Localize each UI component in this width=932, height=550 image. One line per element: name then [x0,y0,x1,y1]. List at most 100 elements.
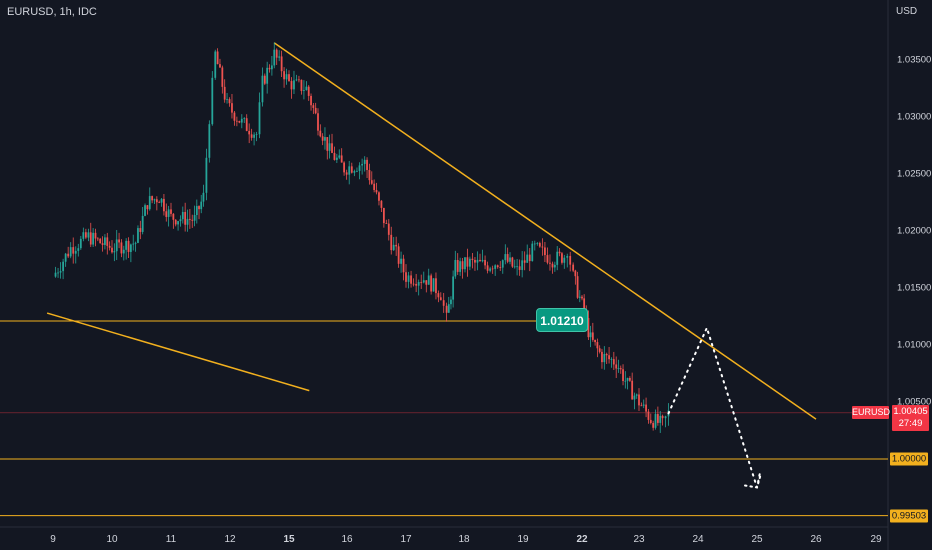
candle-body [635,394,638,396]
candle-body [290,81,293,90]
candle-body [551,263,554,268]
candle-body [518,266,521,270]
candle-body [415,283,418,286]
candle-body [200,201,203,210]
candle-body [186,218,189,225]
candle-body [656,414,659,423]
candle-body [92,232,95,245]
candle-body [617,368,620,369]
candle-body [633,395,636,400]
candle-body [581,296,583,299]
candle-body [94,232,97,239]
candle-body [87,232,90,238]
candle-body [447,304,450,313]
candle-body [358,165,361,171]
candle-body [587,317,590,338]
candle-body [484,259,486,266]
candle-body [645,404,647,412]
candle-body [214,51,217,78]
candle-body [278,56,281,58]
candle-body [626,378,629,381]
candle-body [216,51,219,65]
x-tick-label: 17 [400,534,412,545]
candle-body [158,202,161,204]
candle-body [494,265,497,269]
candle-body [240,118,243,123]
x-tick-label: 22 [576,534,588,545]
candle-body [578,296,581,298]
candle-body [285,74,288,80]
candle-body [496,265,499,268]
candle-body [622,369,624,382]
candle-body [202,192,205,202]
candle-body [461,261,464,270]
candle-body [561,253,563,263]
candle-body [533,243,536,245]
x-tick-label: 18 [458,534,470,545]
candle-body [392,244,395,251]
candle-body [526,254,529,263]
candle-body [223,86,226,100]
candle-body [184,211,187,225]
candle-body [536,243,539,244]
candle-body [363,159,366,164]
candle-body [69,247,72,257]
candle-body [405,272,407,282]
last-price-box: 1.00405 27:49 [892,405,929,431]
symbol-title: EURUSD, 1h, IDC [7,6,97,18]
candle-body [235,120,238,122]
candle-body [340,155,343,163]
candle-body [610,359,613,360]
candle-body [331,143,333,153]
candle-body [155,199,158,203]
candle-body [516,266,518,268]
candle-body [435,278,437,294]
candle-body [62,261,65,272]
y-tick-label: 1.01000 [897,339,932,351]
candle-body [589,332,592,338]
candle-body [466,257,469,267]
candle-body [574,270,577,277]
candle-body [174,219,177,225]
candle-body [335,157,338,160]
candle-body [603,354,606,363]
candle-body [481,259,484,262]
candle-body [125,240,128,250]
candle-body [275,49,278,58]
candle-body [67,253,70,257]
candle-body [615,364,618,369]
candle-body [266,67,269,84]
y-tick-label: 1.01500 [897,282,932,294]
candle-body [153,199,156,201]
candle-body [163,198,165,212]
candle-body [556,251,559,265]
currency-label: USD [896,6,918,17]
candle-body [366,159,368,171]
candle-body [167,209,170,217]
candle-body [144,205,146,216]
candle-body [165,211,168,217]
candle-body [569,256,572,265]
candle-body [258,102,261,135]
candle-body [231,103,233,113]
candle-body [661,415,664,419]
candle-body [583,298,586,314]
x-tick-label: 9 [50,534,56,545]
candle-body [402,258,405,273]
candle-body [261,75,264,103]
candle-body [255,134,258,136]
candle-body [608,355,610,360]
candle-body [509,257,511,262]
symbol-price-tag: EURUSD [852,406,891,419]
level-badge-0-99503: 0.99503 [890,509,928,523]
candle-body [628,378,631,381]
candle-body [459,261,462,272]
candle-body [141,215,144,232]
candle-body [188,218,191,220]
candle-body [321,136,324,141]
candle-body [298,79,300,81]
candle-body [420,282,423,283]
